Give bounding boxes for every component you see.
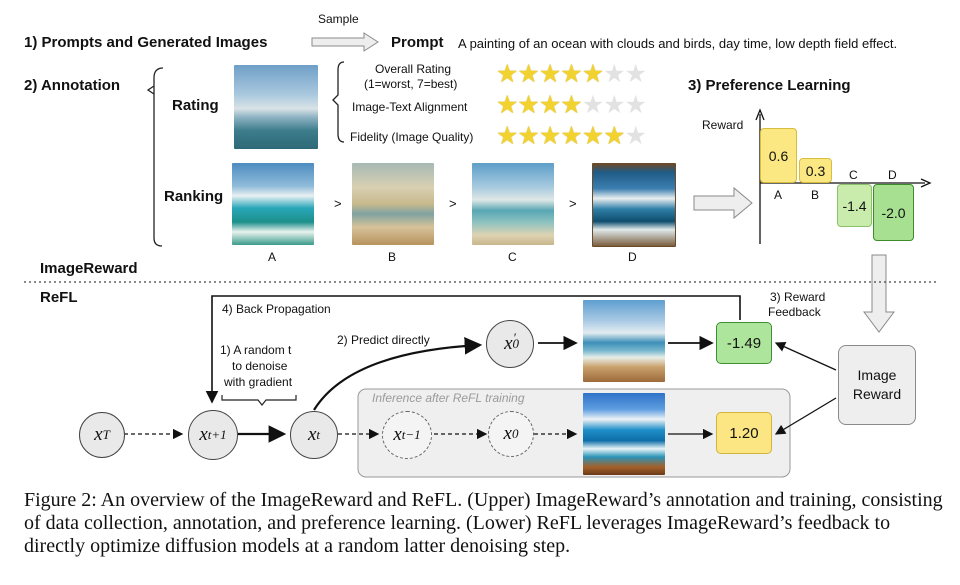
- image-reward-model-box: Image Reward: [838, 345, 916, 425]
- figure-caption: Figure 2: An overview of the ImageReward…: [24, 489, 943, 557]
- star-filled-icon: ★: [496, 122, 519, 150]
- ranking-image-d: [592, 163, 676, 247]
- score-train: -1.49: [716, 322, 772, 364]
- reward-bar-a: 0.6: [760, 128, 797, 183]
- refl-infer-image: [583, 393, 665, 475]
- ranking-label-b: B: [388, 250, 397, 264]
- star-filled-icon: ★: [560, 122, 583, 150]
- reward-cat-c: C: [849, 168, 858, 182]
- ranking-image-b: [352, 163, 434, 245]
- reward-bar-c: -1.4: [837, 184, 872, 227]
- star-filled-icon: ★: [560, 60, 583, 88]
- star-filled-icon: ★: [538, 122, 562, 150]
- refl-section-label: ReFL: [40, 289, 78, 306]
- reward-bar-b: 0.3: [799, 158, 832, 183]
- down-arrow: [863, 254, 895, 333]
- star-filled-icon: ★: [517, 60, 540, 88]
- reward-cat-d: D: [888, 168, 897, 182]
- random-t-brace: [221, 395, 297, 406]
- section-prompts-title: 1) Prompts and Generated Images: [24, 34, 268, 51]
- reward-bar-d: -2.0: [873, 184, 914, 241]
- star-filled-icon: ★: [560, 91, 583, 119]
- star-filled-icon: ★: [517, 122, 540, 150]
- ranking-image-c: [472, 163, 554, 245]
- criterion-fidelity-name: Fidelity (Image Quality): [350, 130, 474, 144]
- star-filled-icon: ★: [581, 60, 605, 88]
- criterion-alignment-name: Image-Text Alignment: [352, 100, 468, 114]
- sample-arrow: [311, 32, 379, 52]
- reward-feedback-label-2: Feedback: [768, 305, 821, 319]
- predict-label: 2) Predict directly: [337, 333, 430, 347]
- node-xt-plus-1: x t+1: [188, 410, 238, 460]
- annotation-brace: [153, 67, 164, 247]
- inference-label: Inference after ReFL training: [372, 391, 525, 405]
- ranking-label: Ranking: [164, 188, 224, 205]
- star-empty-icon: ★: [603, 91, 626, 119]
- annotation-title: 2) Annotation: [24, 77, 121, 94]
- ranking-sep-3: >: [569, 196, 577, 211]
- ranking-label-c: C: [508, 250, 517, 264]
- reward-axis-label: Reward: [702, 118, 744, 132]
- star-filled-icon: ★: [496, 60, 519, 88]
- reward-cat-a: A: [774, 188, 783, 202]
- preference-title: 3) Preference Learning: [688, 77, 851, 94]
- star-filled-icon: ★: [538, 91, 562, 119]
- ranking-sep-2: >: [449, 196, 457, 211]
- star-filled-icon: ★: [517, 91, 540, 119]
- back-prop-path: [205, 295, 741, 404]
- random-t-label-3: with gradient: [224, 375, 293, 389]
- star-empty-icon: ★: [624, 91, 647, 119]
- to-preference-arrow: [693, 186, 753, 220]
- star-empty-icon: ★: [581, 91, 605, 119]
- rating-image: [234, 65, 318, 149]
- stars-fidelity: ★ ★ ★ ★ ★ ★ ★: [496, 122, 647, 150]
- prompt-label: Prompt: [391, 34, 444, 51]
- node-xt-minus-1: x t−1: [382, 411, 432, 459]
- ranking-label-a: A: [268, 250, 277, 264]
- stars-alignment: ★ ★ ★ ★ ★ ★ ★: [496, 91, 647, 119]
- prompt-text: A painting of an ocean with clouds and b…: [458, 36, 898, 51]
- star-filled-icon: ★: [538, 60, 562, 88]
- stars-overall: ★ ★ ★ ★ ★ ★ ★: [496, 60, 647, 88]
- image-reward-line-1: Image: [857, 367, 897, 383]
- star-empty-icon: ★: [624, 60, 647, 88]
- random-t-label-2: to denoise: [232, 359, 288, 373]
- image-reward-line-2: Reward: [852, 386, 902, 402]
- rating-label: Rating: [172, 97, 219, 114]
- star-empty-icon: ★: [624, 122, 647, 150]
- criteria-brace: [332, 61, 345, 143]
- reward-cat-b: B: [811, 188, 820, 202]
- criterion-overall-sub: (1=worst, 7=best): [364, 77, 458, 91]
- score-infer: 1.20: [716, 412, 772, 454]
- sample-label: Sample: [318, 12, 359, 26]
- reward-feedback-label-1: 3) Reward: [770, 290, 826, 304]
- star-filled-icon: ★: [581, 122, 605, 150]
- star-filled-icon: ★: [603, 122, 626, 150]
- ranking-image-a: [232, 163, 314, 245]
- ranking-sep-1: >: [334, 196, 342, 211]
- back-prop-label: 4) Back Propagation: [222, 302, 331, 316]
- node-x0-prime: x 0 ′: [486, 320, 534, 368]
- star-filled-icon: ★: [496, 91, 519, 119]
- criterion-overall-name: Overall Rating: [375, 62, 452, 76]
- star-empty-icon: ★: [603, 60, 626, 88]
- ranking-label-d: D: [628, 250, 637, 264]
- random-t-label-1: 1) A random t: [220, 343, 292, 357]
- refl-train-image: [583, 300, 665, 382]
- predict-curve: [313, 337, 483, 411]
- imagereward-section-label: ImageReward: [40, 260, 138, 277]
